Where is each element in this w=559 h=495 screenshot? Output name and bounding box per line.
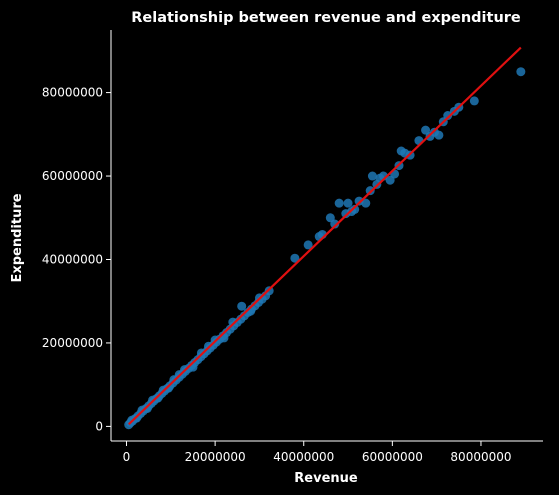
x-tick-label: 60000000 — [362, 450, 423, 464]
x-tick-label: 80000000 — [450, 450, 511, 464]
data-point — [361, 198, 371, 208]
data-point — [330, 219, 340, 229]
x-tick-label: 0 — [123, 450, 131, 464]
data-point — [237, 301, 247, 311]
data-point — [228, 317, 238, 327]
x-tick-label: 20000000 — [185, 450, 246, 464]
plot-area: 0 20000000 40000000 60000000 80000000 0 200000… — [42, 30, 543, 464]
data-point — [434, 130, 444, 140]
x-tick-label: 40000000 — [273, 450, 334, 464]
data-point — [385, 175, 395, 185]
data-point — [365, 186, 375, 196]
y-tick-label: 80000000 — [42, 86, 103, 100]
chart-title: Relationship between revenue and expendi… — [131, 10, 521, 26]
data-point — [367, 171, 377, 181]
data-point — [290, 253, 300, 263]
data-point — [469, 96, 479, 106]
data-point — [142, 403, 152, 413]
data-point — [516, 67, 526, 77]
data-point — [303, 240, 313, 250]
y-tick-label: 40000000 — [42, 252, 103, 266]
data-point — [164, 383, 174, 393]
data-point — [350, 204, 360, 214]
data-point — [325, 213, 335, 223]
y-tick-label: 20000000 — [42, 336, 103, 350]
regression-line — [127, 46, 522, 426]
y-tick-label: 60000000 — [42, 169, 103, 183]
y-tick-label: 0 — [95, 419, 103, 433]
data-point — [334, 198, 344, 208]
data-point — [153, 393, 163, 403]
data-point — [343, 198, 353, 208]
y-axis-title: Expenditure — [10, 193, 25, 282]
x-axis-title: Revenue — [294, 471, 358, 486]
data-point — [443, 111, 453, 121]
data-point — [421, 125, 431, 135]
